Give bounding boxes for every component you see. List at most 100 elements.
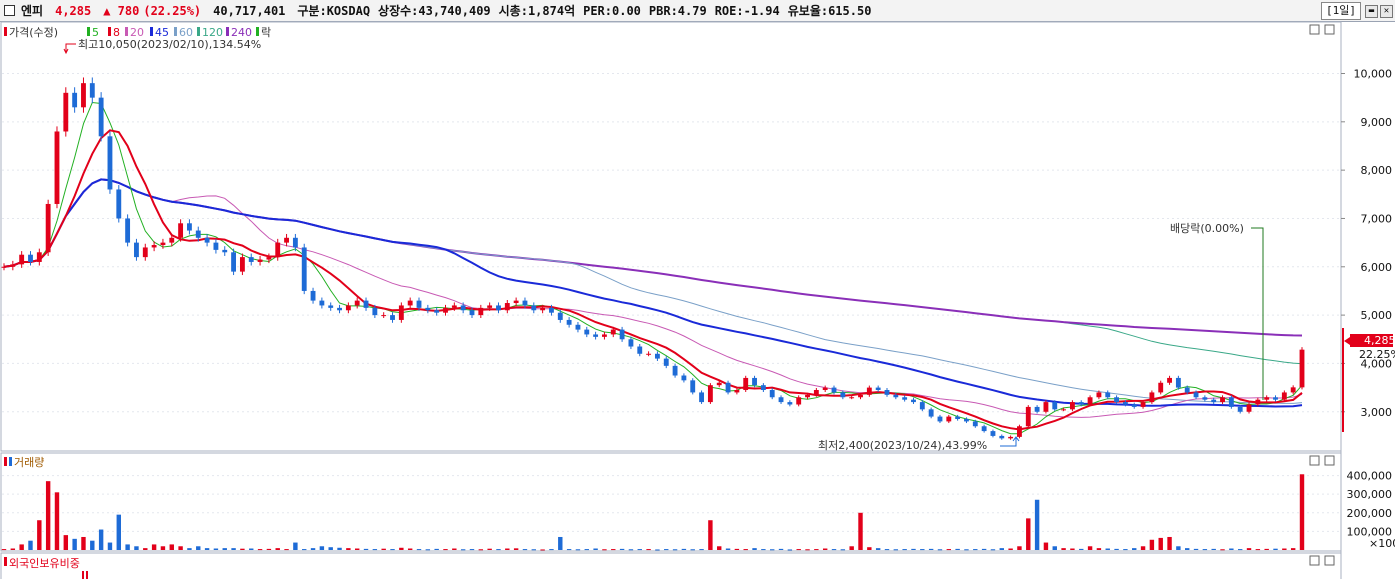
candle[interactable] bbox=[964, 419, 969, 422]
candle[interactable] bbox=[1264, 397, 1270, 400]
candle[interactable] bbox=[699, 392, 704, 403]
candle[interactable] bbox=[354, 300, 360, 306]
candle[interactable] bbox=[98, 97, 104, 137]
candle[interactable] bbox=[63, 92, 69, 132]
candle[interactable] bbox=[1017, 426, 1022, 437]
minimize-icon[interactable]: ▬ bbox=[1365, 4, 1378, 18]
candle[interactable] bbox=[911, 399, 916, 403]
candle[interactable] bbox=[1290, 387, 1296, 393]
candle[interactable] bbox=[125, 218, 131, 243]
candle[interactable] bbox=[1175, 377, 1181, 388]
candle[interactable] bbox=[239, 257, 245, 272]
candle[interactable] bbox=[1246, 404, 1252, 412]
candle[interactable] bbox=[319, 300, 325, 306]
candle[interactable] bbox=[1096, 392, 1102, 398]
candle[interactable] bbox=[398, 305, 404, 320]
candle[interactable] bbox=[213, 242, 219, 250]
candle[interactable] bbox=[116, 189, 122, 219]
candle[interactable] bbox=[328, 305, 334, 308]
candle[interactable] bbox=[1202, 397, 1208, 400]
candle[interactable] bbox=[672, 365, 678, 376]
candle[interactable] bbox=[107, 136, 113, 190]
candle[interactable] bbox=[337, 307, 342, 311]
candle[interactable] bbox=[946, 416, 952, 422]
candle[interactable] bbox=[725, 382, 731, 393]
candle[interactable] bbox=[169, 237, 175, 243]
candle[interactable] bbox=[372, 307, 378, 316]
candle[interactable] bbox=[646, 353, 652, 355]
candle[interactable] bbox=[204, 237, 210, 243]
candle[interactable] bbox=[142, 247, 148, 258]
candle[interactable] bbox=[778, 397, 784, 403]
candle[interactable] bbox=[345, 305, 351, 311]
candle[interactable] bbox=[513, 300, 519, 304]
candle[interactable] bbox=[1140, 402, 1146, 407]
candle[interactable] bbox=[619, 329, 625, 340]
candle[interactable] bbox=[1043, 402, 1049, 412]
candle[interactable] bbox=[1228, 397, 1234, 407]
candle[interactable] bbox=[769, 390, 775, 398]
candle[interactable] bbox=[796, 397, 802, 405]
candle[interactable] bbox=[1069, 402, 1075, 410]
candle[interactable] bbox=[504, 303, 510, 311]
candle[interactable] bbox=[637, 346, 643, 354]
candle[interactable] bbox=[1114, 397, 1119, 403]
candle[interactable] bbox=[602, 334, 607, 337]
candle[interactable] bbox=[178, 223, 184, 238]
candle[interactable] bbox=[28, 254, 33, 262]
candle[interactable] bbox=[1237, 406, 1243, 412]
candle[interactable] bbox=[284, 237, 289, 243]
candle[interactable] bbox=[584, 329, 590, 335]
candle[interactable] bbox=[1158, 382, 1164, 393]
candle[interactable] bbox=[522, 300, 528, 306]
candle[interactable] bbox=[89, 83, 95, 98]
candle[interactable] bbox=[45, 203, 51, 253]
candle[interactable] bbox=[390, 315, 395, 320]
candle[interactable] bbox=[266, 257, 272, 260]
candle[interactable] bbox=[10, 264, 16, 267]
candle[interactable] bbox=[972, 421, 978, 427]
candle[interactable] bbox=[1025, 406, 1031, 427]
candle[interactable] bbox=[187, 223, 192, 231]
candle[interactable] bbox=[1167, 377, 1172, 383]
candle[interactable] bbox=[496, 305, 501, 311]
candle[interactable] bbox=[557, 312, 563, 320]
candle[interactable] bbox=[919, 402, 925, 410]
candle[interactable] bbox=[716, 382, 722, 386]
candle[interactable] bbox=[884, 390, 890, 395]
candle[interactable] bbox=[760, 385, 766, 391]
candle[interactable] bbox=[460, 305, 466, 311]
candle[interactable] bbox=[36, 252, 42, 262]
stock-name[interactable]: 엔피 bbox=[21, 4, 44, 18]
candle[interactable] bbox=[478, 307, 484, 316]
candle[interactable] bbox=[1281, 392, 1287, 400]
candle[interactable] bbox=[1211, 399, 1217, 403]
candle[interactable] bbox=[257, 259, 263, 262]
candle[interactable] bbox=[610, 329, 616, 335]
candle[interactable] bbox=[902, 397, 908, 400]
candle[interactable] bbox=[407, 300, 413, 306]
close-icon[interactable]: ✕ bbox=[1380, 4, 1393, 18]
candle[interactable] bbox=[1105, 392, 1111, 398]
candle[interactable] bbox=[54, 131, 60, 204]
candle[interactable] bbox=[1299, 349, 1305, 388]
candle[interactable] bbox=[928, 409, 934, 417]
candle[interactable] bbox=[310, 290, 316, 301]
candle[interactable] bbox=[875, 387, 881, 391]
candle[interactable] bbox=[222, 249, 228, 253]
candle[interactable] bbox=[743, 377, 749, 391]
candle[interactable] bbox=[690, 380, 696, 393]
candle[interactable] bbox=[1184, 387, 1190, 393]
candle[interactable] bbox=[275, 242, 281, 258]
candle[interactable] bbox=[593, 334, 599, 337]
candle[interactable] bbox=[1122, 402, 1128, 405]
candle[interactable] bbox=[955, 416, 961, 420]
candle[interactable] bbox=[381, 315, 387, 317]
candle[interactable] bbox=[231, 252, 237, 272]
candle[interactable] bbox=[434, 310, 440, 313]
candle[interactable] bbox=[893, 394, 899, 398]
candle[interactable] bbox=[195, 230, 201, 238]
candle[interactable] bbox=[531, 305, 537, 311]
candle[interactable] bbox=[1255, 399, 1261, 405]
candle[interactable] bbox=[937, 416, 943, 422]
